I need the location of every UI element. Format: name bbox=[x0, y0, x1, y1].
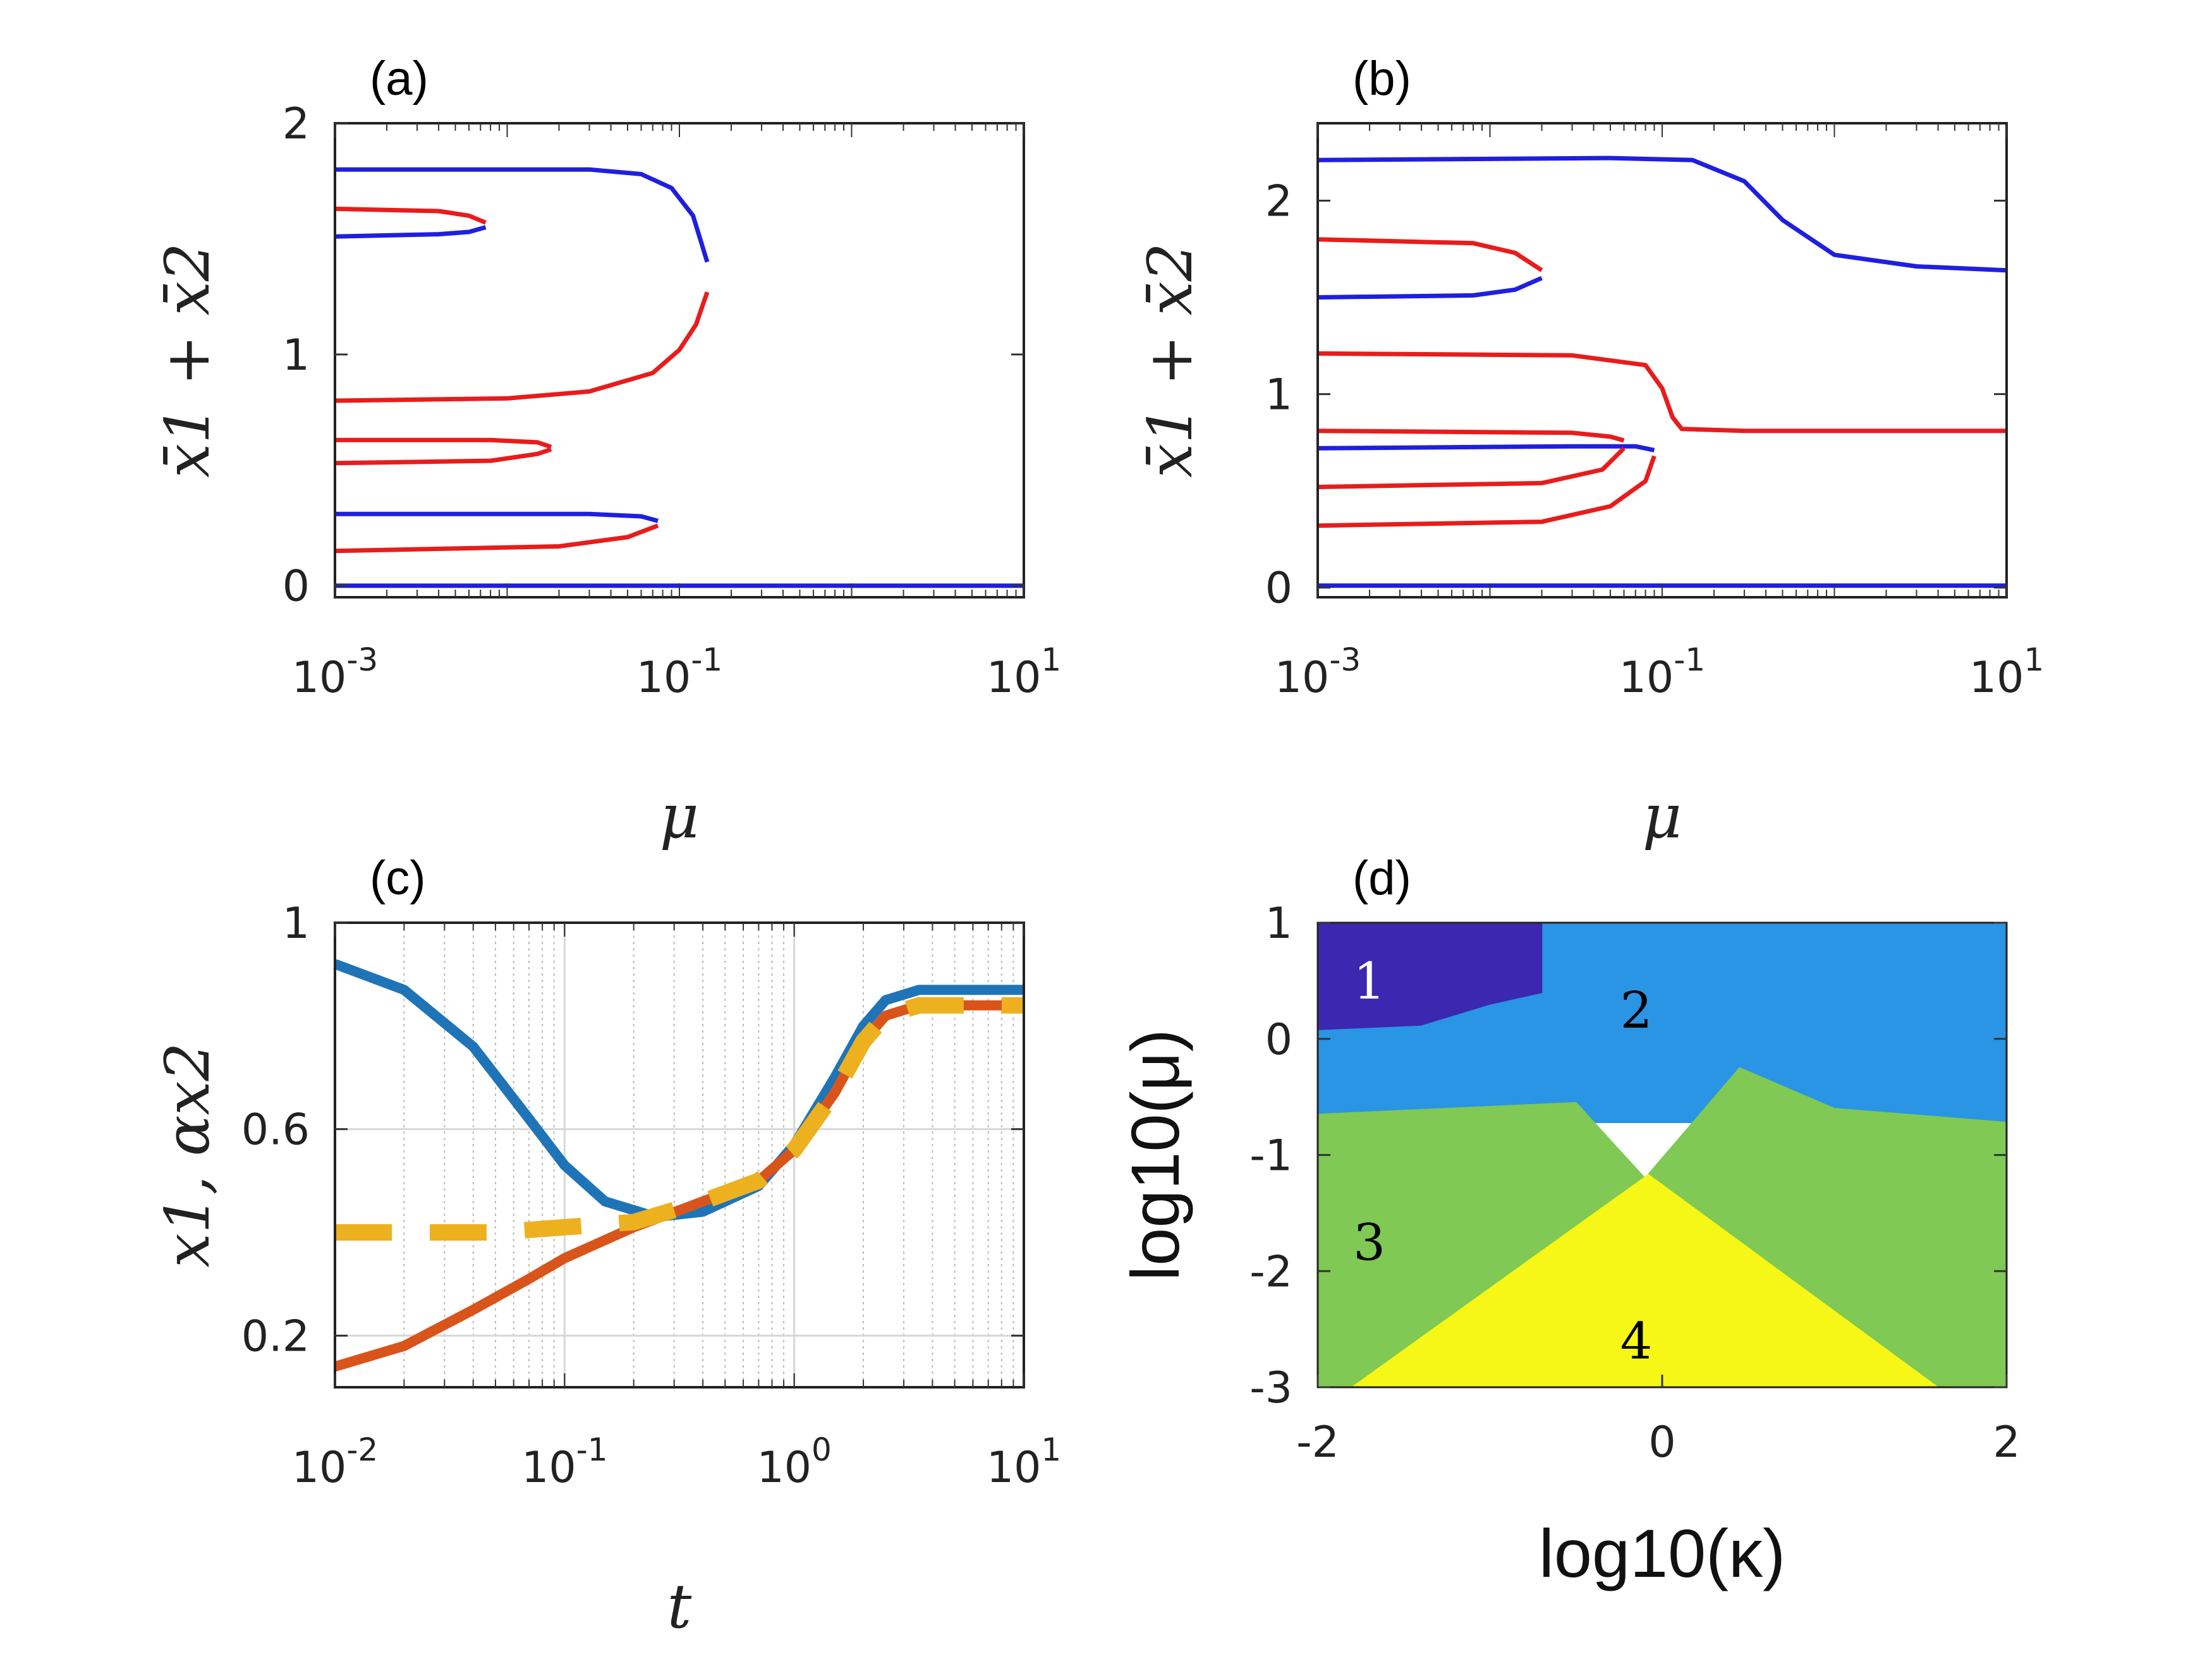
series-line-a-5 bbox=[334, 447, 552, 466]
series-line-b-3 bbox=[1317, 351, 2007, 434]
x-tick-label: 101 bbox=[1969, 641, 2044, 703]
y-axis-label: x1, αx2 bbox=[152, 1042, 223, 1267]
series-line-b-7 bbox=[1317, 455, 1656, 528]
y-axis-label: log10(μ) bbox=[1117, 1029, 1193, 1280]
y-tick-label: 1 bbox=[283, 899, 310, 949]
series-line-b-1 bbox=[1317, 237, 1543, 272]
y-axis-label: x̄1 + x̄2 bbox=[1135, 243, 1206, 478]
x-tick-base: 10 bbox=[987, 653, 1042, 703]
region-label-1: 1 bbox=[1353, 952, 1385, 1011]
x-tick-label: 101 bbox=[987, 1431, 1061, 1493]
x-axis-label: μ bbox=[660, 781, 699, 852]
x-tick-label: 100 bbox=[757, 1431, 831, 1493]
panel-label-b: (b) bbox=[1352, 52, 1411, 106]
y-tick-label: 1 bbox=[283, 331, 310, 380]
x-tick-exponent: -1 bbox=[691, 641, 722, 678]
x-tick-base: 10 bbox=[292, 1443, 347, 1493]
series-line-a-7 bbox=[334, 523, 659, 554]
x-tick-base: 10 bbox=[521, 1443, 576, 1493]
x-tick-exponent: -3 bbox=[346, 641, 378, 678]
x-tick-exponent: -2 bbox=[346, 1431, 378, 1468]
y-tick-label: 0.6 bbox=[241, 1105, 310, 1155]
y-tick-label: 2 bbox=[283, 99, 310, 149]
y-tick-label: -1 bbox=[1249, 1131, 1292, 1181]
x-tick-label: 10-2 bbox=[292, 1431, 378, 1493]
x-tick-label: 10-1 bbox=[636, 641, 722, 703]
region-label-4: 4 bbox=[1620, 1312, 1653, 1371]
y-tick-label: 1 bbox=[1265, 370, 1292, 420]
y-tick-label: 0.2 bbox=[241, 1311, 310, 1361]
x-tick-label: 101 bbox=[987, 641, 1061, 703]
x-tick-base: 10 bbox=[757, 1443, 811, 1493]
x-tick-base: 10 bbox=[1969, 653, 2024, 703]
x-tick-label: -2 bbox=[1296, 1418, 1339, 1468]
panel-label-a: (a) bbox=[370, 52, 428, 106]
series-line-b-6 bbox=[1317, 446, 1626, 489]
series-line-a-2 bbox=[334, 206, 487, 225]
x-tick-base: 10 bbox=[987, 1443, 1042, 1493]
series-line-b-0 bbox=[1317, 155, 2007, 273]
x-tick-exponent: 1 bbox=[2024, 641, 2044, 678]
region-label-3: 3 bbox=[1353, 1213, 1385, 1272]
y-tick-label: 2 bbox=[1265, 176, 1292, 226]
x-tick-exponent: 0 bbox=[811, 1431, 832, 1468]
x-axis-label: log10(κ) bbox=[1539, 1515, 1785, 1591]
y-tick-label: -3 bbox=[1249, 1363, 1292, 1413]
x-tick-label: 10-1 bbox=[1619, 641, 1705, 703]
series-line-a-0 bbox=[335, 167, 710, 263]
x-axis-label: t bbox=[667, 1571, 692, 1642]
x-tick-base: 10 bbox=[636, 653, 691, 703]
y-tick-label: -2 bbox=[1249, 1247, 1292, 1297]
x-tick-exponent: -3 bbox=[1329, 641, 1361, 678]
x-tick-exponent: 1 bbox=[1041, 641, 1061, 678]
y-tick-label: 0 bbox=[1265, 564, 1292, 614]
y-tick-label: 0 bbox=[283, 562, 310, 612]
x-tick-label: 10-3 bbox=[292, 641, 378, 703]
series-line-a-1 bbox=[334, 291, 710, 403]
x-tick-base: 10 bbox=[1619, 653, 1674, 703]
x-tick-label: 10-3 bbox=[1275, 641, 1361, 703]
x-tick-base: 10 bbox=[292, 653, 347, 703]
series-line-a-3 bbox=[334, 225, 487, 239]
panel-label-d: (d) bbox=[1352, 851, 1411, 905]
y-tick-label: 1 bbox=[1265, 899, 1292, 949]
x-tick-label: 10-1 bbox=[521, 1431, 607, 1493]
series-line-c-2 bbox=[335, 997, 1024, 1241]
series-line-b-4 bbox=[1317, 428, 1625, 443]
series-line-c-0 bbox=[333, 959, 1024, 1222]
x-tick-exponent: 1 bbox=[1041, 1431, 1061, 1468]
y-tick-label: 0 bbox=[1265, 1015, 1292, 1065]
plot-frame-c bbox=[334, 921, 1025, 1389]
series-line-b-5 bbox=[1317, 444, 1655, 453]
x-tick-label: 0 bbox=[1648, 1418, 1675, 1468]
x-tick-label: 2 bbox=[1993, 1418, 2020, 1468]
series-line-a-4 bbox=[335, 437, 552, 449]
x-tick-exponent: -1 bbox=[576, 1431, 608, 1468]
panel-label-c: (c) bbox=[370, 851, 426, 905]
region-label-2: 2 bbox=[1620, 981, 1653, 1040]
y-axis-label: x̄1 + x̄2 bbox=[152, 243, 223, 478]
series-line-a-6 bbox=[335, 511, 659, 523]
series-line-b-2 bbox=[1317, 276, 1543, 300]
x-tick-exponent: -1 bbox=[1674, 641, 1705, 678]
x-axis-label: μ bbox=[1643, 781, 1682, 852]
x-tick-base: 10 bbox=[1275, 653, 1330, 703]
